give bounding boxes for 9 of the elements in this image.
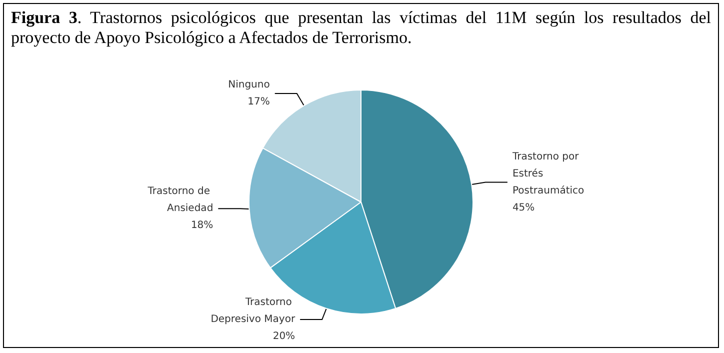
data-label: 20%: [272, 331, 296, 342]
slice-label: Trastorno por Estrés Postraumático: [511, 151, 584, 196]
slice-label: Ninguno: [228, 80, 270, 91]
slice-label: Trastorno de Ansiedad: [146, 186, 214, 214]
data-label: 17%: [248, 96, 270, 108]
chart-title: Figura 3. Trastornos psicológicos que presentan las víctimas del 11M según los resultados del proyecto de Apoyo Psicológico a Afectados de Terrorismo.: [10, 7, 712, 48]
slice-label: Trastorno Depresivo Mayor: [210, 297, 296, 325]
data-label: 18%: [190, 220, 214, 232]
data-label: 45%: [512, 202, 535, 214]
